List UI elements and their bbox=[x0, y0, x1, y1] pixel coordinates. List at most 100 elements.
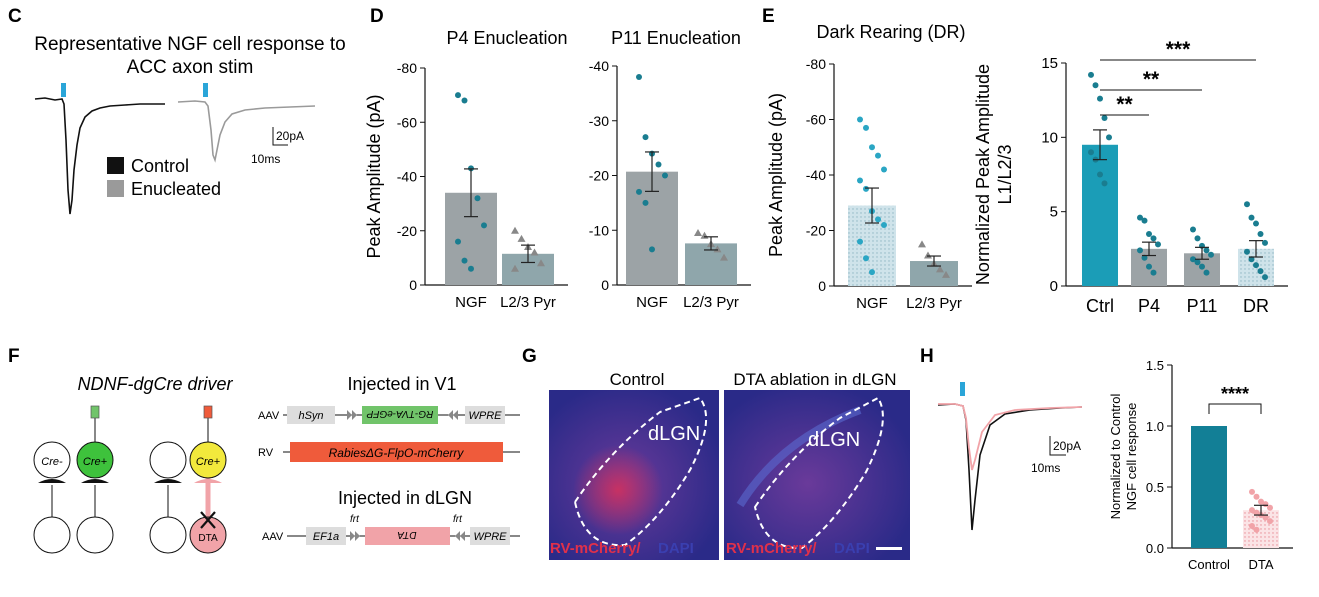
panel-letter-g: G bbox=[522, 346, 537, 367]
data-point bbox=[936, 265, 944, 273]
panel-letter-e: E bbox=[762, 6, 775, 27]
dapi-label-ablation: DAPI bbox=[834, 540, 870, 557]
scale-label-h-y: 20pA bbox=[1053, 439, 1081, 453]
panel-letter-c: C bbox=[8, 6, 22, 27]
frt-right-icon bbox=[455, 531, 465, 541]
y-tick-label: -40 bbox=[589, 58, 609, 74]
data-point bbox=[1244, 248, 1250, 255]
category-label: L2/3 Pyr bbox=[906, 295, 962, 312]
data-point bbox=[662, 172, 668, 179]
data-point bbox=[455, 92, 461, 99]
category-label: DR bbox=[1243, 296, 1269, 316]
construct2-type: RV bbox=[258, 447, 274, 459]
data-point bbox=[875, 152, 881, 159]
data-point bbox=[1194, 259, 1201, 266]
data-point bbox=[1253, 526, 1260, 533]
data-point bbox=[1092, 82, 1099, 89]
data-point bbox=[1244, 201, 1250, 208]
dta-trace-h bbox=[938, 403, 1083, 471]
g-ablation-title: DTA ablation in dLGN bbox=[733, 370, 896, 389]
data-point bbox=[1257, 268, 1264, 275]
data-point bbox=[1262, 239, 1268, 246]
dta-box bbox=[365, 527, 450, 545]
y-tick-label: -40 bbox=[806, 167, 826, 183]
target-neuron-2 bbox=[76, 516, 114, 554]
chart-dark-rearing: 0 -20 -40 -60 -80 Dark Rearing (DR) Peak Ampli… bbox=[766, 22, 972, 312]
category-label: L2/3 Pyr bbox=[500, 294, 556, 311]
y-tick-label: -20 bbox=[589, 168, 609, 184]
data-point bbox=[461, 257, 468, 264]
data-point bbox=[942, 270, 950, 278]
cre-minus-neuron bbox=[33, 441, 71, 479]
micrograph-ablation bbox=[724, 390, 910, 560]
data-point bbox=[1267, 518, 1273, 525]
data-point bbox=[1199, 263, 1205, 270]
y-tick-label: -80 bbox=[397, 60, 417, 76]
y-tick-label: 0.5 bbox=[1146, 480, 1164, 495]
bar bbox=[1082, 144, 1118, 286]
data-point bbox=[1141, 254, 1148, 261]
mcherry-signal-control bbox=[573, 445, 663, 535]
injected-v1-label: Injected in V1 bbox=[347, 374, 456, 394]
panel-c-title-line2: ACC axon stim bbox=[127, 57, 254, 78]
synapse-dta bbox=[194, 479, 222, 483]
ef1a-label: EF1a bbox=[313, 531, 339, 543]
chart-normalized-peak: 0 5 10 15 Normalized Peak Amplitude L1/L2/3 Ct… bbox=[973, 38, 1288, 316]
virus-syringe-red bbox=[203, 405, 213, 419]
g-control-title: Control bbox=[610, 370, 665, 389]
chart-title: P11 Enucleation bbox=[611, 28, 741, 48]
category-label: Ctrl bbox=[1086, 296, 1114, 316]
y-tick-label: 0 bbox=[818, 278, 826, 294]
category-label: Control bbox=[1188, 557, 1230, 572]
data-point bbox=[1248, 256, 1255, 263]
frt-left-icon bbox=[350, 531, 360, 541]
data-point bbox=[1267, 504, 1273, 511]
data-point bbox=[461, 97, 468, 104]
data-point bbox=[1208, 251, 1214, 258]
data-point bbox=[720, 253, 728, 261]
data-point bbox=[636, 188, 642, 195]
synapse-1 bbox=[38, 479, 66, 483]
data-point bbox=[1150, 235, 1157, 242]
data-point bbox=[1101, 115, 1108, 122]
wpre-label-2: WPRE bbox=[474, 531, 508, 543]
data-point bbox=[1150, 269, 1157, 276]
loxp-right-icon bbox=[448, 410, 458, 420]
y-tick-label: -60 bbox=[397, 114, 417, 130]
y-axis-label: Peak Amplitude (pA) bbox=[766, 93, 786, 257]
data-point bbox=[468, 265, 474, 272]
dapi-label-control: DAPI bbox=[658, 540, 694, 557]
data-point bbox=[1194, 235, 1201, 242]
data-point bbox=[881, 166, 887, 173]
data-point bbox=[700, 231, 709, 239]
y-tick-label: 0 bbox=[601, 277, 609, 293]
stim-marker-h bbox=[960, 382, 965, 396]
data-point bbox=[1249, 523, 1255, 530]
data-point bbox=[642, 199, 649, 206]
control-trace bbox=[34, 97, 165, 215]
significance-label: ** bbox=[1116, 93, 1133, 116]
panel-c-title-line1: Representative NGF cell response to bbox=[34, 34, 346, 55]
stim-marker-control bbox=[61, 83, 66, 97]
data-point bbox=[1257, 230, 1264, 237]
y-tick-label: -20 bbox=[806, 223, 826, 239]
ef1a-box bbox=[306, 527, 346, 545]
data-point bbox=[1190, 256, 1196, 263]
cre-minus-label: Cre- bbox=[41, 456, 63, 468]
data-point bbox=[530, 248, 539, 256]
wpre-box-1 bbox=[465, 406, 505, 424]
data-point bbox=[517, 234, 526, 242]
chart-title: Dark Rearing (DR) bbox=[816, 22, 965, 42]
data-point bbox=[1248, 214, 1255, 221]
rabies-label: RabiesΔG-FlpO-mCherry bbox=[329, 446, 465, 460]
panel-letter-h: H bbox=[920, 346, 934, 367]
control-trace-h bbox=[937, 403, 1083, 531]
y-tick-label: 0.0 bbox=[1146, 541, 1164, 556]
cre-plus-neuron-green bbox=[76, 441, 114, 479]
y-tick-label: -40 bbox=[397, 169, 417, 185]
data-point bbox=[694, 228, 702, 236]
scale-bar-g bbox=[876, 547, 902, 550]
ablation-x-icon bbox=[200, 511, 216, 529]
data-point bbox=[1106, 134, 1112, 141]
